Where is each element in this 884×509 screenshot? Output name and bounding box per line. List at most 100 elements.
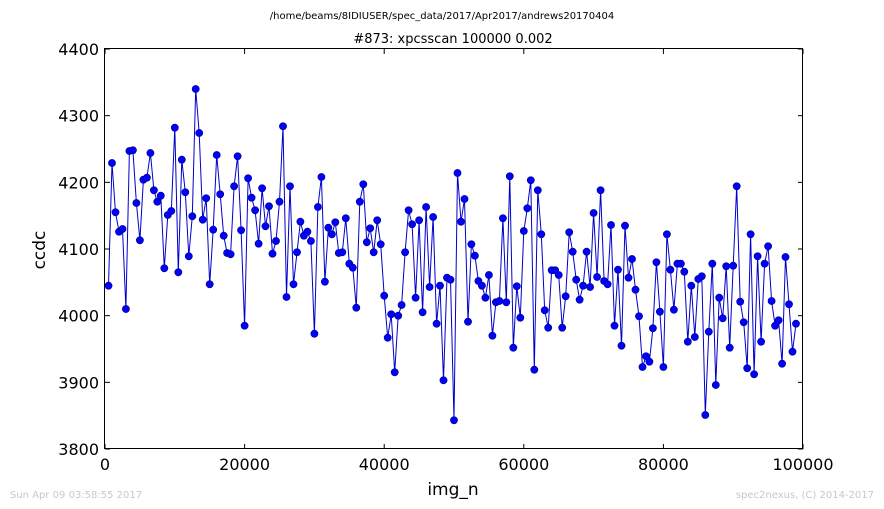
data-point: [149, 186, 158, 195]
data-point: [411, 293, 420, 302]
data-point: [219, 231, 228, 240]
data-point: [523, 204, 532, 213]
data-point: [122, 305, 130, 313]
data-point: [764, 242, 772, 251]
y-tick-label: 4000: [58, 307, 99, 326]
axis-ticks: 0 20000 40000 60000 80000 100000 3800 3900 4000 4…: [58, 40, 833, 474]
data-point: [446, 275, 455, 284]
data-point: [750, 370, 758, 379]
data-point: [512, 282, 521, 291]
data-point: [722, 262, 731, 271]
chart-title: #873: xpcsscan 100000 0.002: [353, 32, 552, 47]
data-point: [732, 182, 741, 191]
data-point: [111, 208, 120, 217]
data-point: [265, 202, 273, 211]
data-point: [132, 199, 141, 207]
data-point: [366, 224, 375, 233]
data-point: [212, 151, 221, 159]
data-point: [380, 291, 389, 300]
data-point: [390, 368, 399, 377]
data-point: [108, 159, 116, 167]
data-point: [324, 223, 333, 232]
data-point: [338, 248, 347, 257]
data-point: [743, 364, 752, 373]
data-point: [457, 217, 465, 226]
data-point: [781, 253, 790, 261]
data-point: [317, 173, 326, 181]
x-tick-label: 40000: [359, 455, 410, 474]
data-point: [439, 376, 448, 385]
data-point: [565, 228, 574, 237]
x-tick-label: 100000: [772, 455, 833, 474]
data-point: [778, 359, 786, 368]
data-point: [739, 318, 748, 327]
data-point: [575, 295, 584, 304]
data-point: [156, 191, 165, 200]
data-point: [310, 329, 319, 338]
data-point: [788, 347, 797, 356]
data-point: [670, 305, 678, 314]
data-point: [771, 321, 779, 330]
data-point: [425, 283, 434, 291]
data-point: [680, 267, 689, 276]
data-point: [359, 180, 368, 189]
data-point: [209, 225, 218, 234]
data-point: [404, 206, 413, 215]
data-point: [659, 363, 668, 371]
data-point: [216, 190, 225, 199]
data-point: [293, 248, 301, 257]
data-point: [237, 226, 245, 235]
data-point: [408, 220, 416, 229]
y-tick-label: 4100: [58, 240, 99, 259]
data-point: [687, 281, 696, 290]
data-point: [202, 194, 211, 203]
data-point: [373, 216, 382, 225]
data-point: [394, 311, 403, 320]
data-point: [774, 316, 783, 325]
data-point: [554, 271, 563, 279]
data-point: [690, 333, 699, 341]
data-point: [331, 218, 340, 227]
data-point: [205, 280, 214, 289]
data-point: [327, 230, 336, 239]
data-point: [177, 155, 186, 164]
data-point: [526, 176, 535, 185]
data-point: [352, 303, 361, 312]
data-point: [296, 217, 305, 226]
data-point: [607, 221, 615, 229]
data-point: [450, 416, 458, 425]
data-point: [729, 261, 738, 270]
data-point: [387, 310, 396, 319]
data-point: [313, 203, 322, 211]
data-point: [467, 240, 476, 249]
data-point: [488, 331, 497, 340]
data-point: [198, 215, 207, 224]
x-axis-label: img_n: [427, 480, 478, 500]
data-point: [792, 319, 800, 328]
data-point: [530, 365, 539, 374]
data-point: [272, 237, 280, 245]
data-point: [645, 357, 654, 366]
chart-suptitle: /home/beams/8IDIUSER/spec_data/2017/Apr2…: [270, 11, 614, 22]
y-tick-label: 3800: [58, 440, 99, 459]
data-point: [701, 411, 710, 419]
footer-credit: spec2nexus, (C) 2014-2017: [736, 490, 874, 501]
data-point: [516, 313, 525, 322]
data-point: [303, 227, 312, 236]
data-point: [736, 297, 745, 306]
data-point: [184, 252, 193, 261]
data-point: [261, 222, 270, 231]
data-point: [355, 197, 364, 206]
x-tick-label: 0: [100, 455, 110, 474]
data-point: [348, 263, 357, 272]
data-point: [429, 213, 437, 221]
data-point: [502, 298, 511, 307]
data-point: [757, 337, 765, 346]
data-point: [167, 207, 176, 215]
y-tick-label: 3900: [58, 373, 99, 392]
data-point: [663, 230, 671, 239]
data-point: [677, 259, 685, 268]
data-point: [282, 293, 291, 301]
data-point: [418, 308, 427, 317]
